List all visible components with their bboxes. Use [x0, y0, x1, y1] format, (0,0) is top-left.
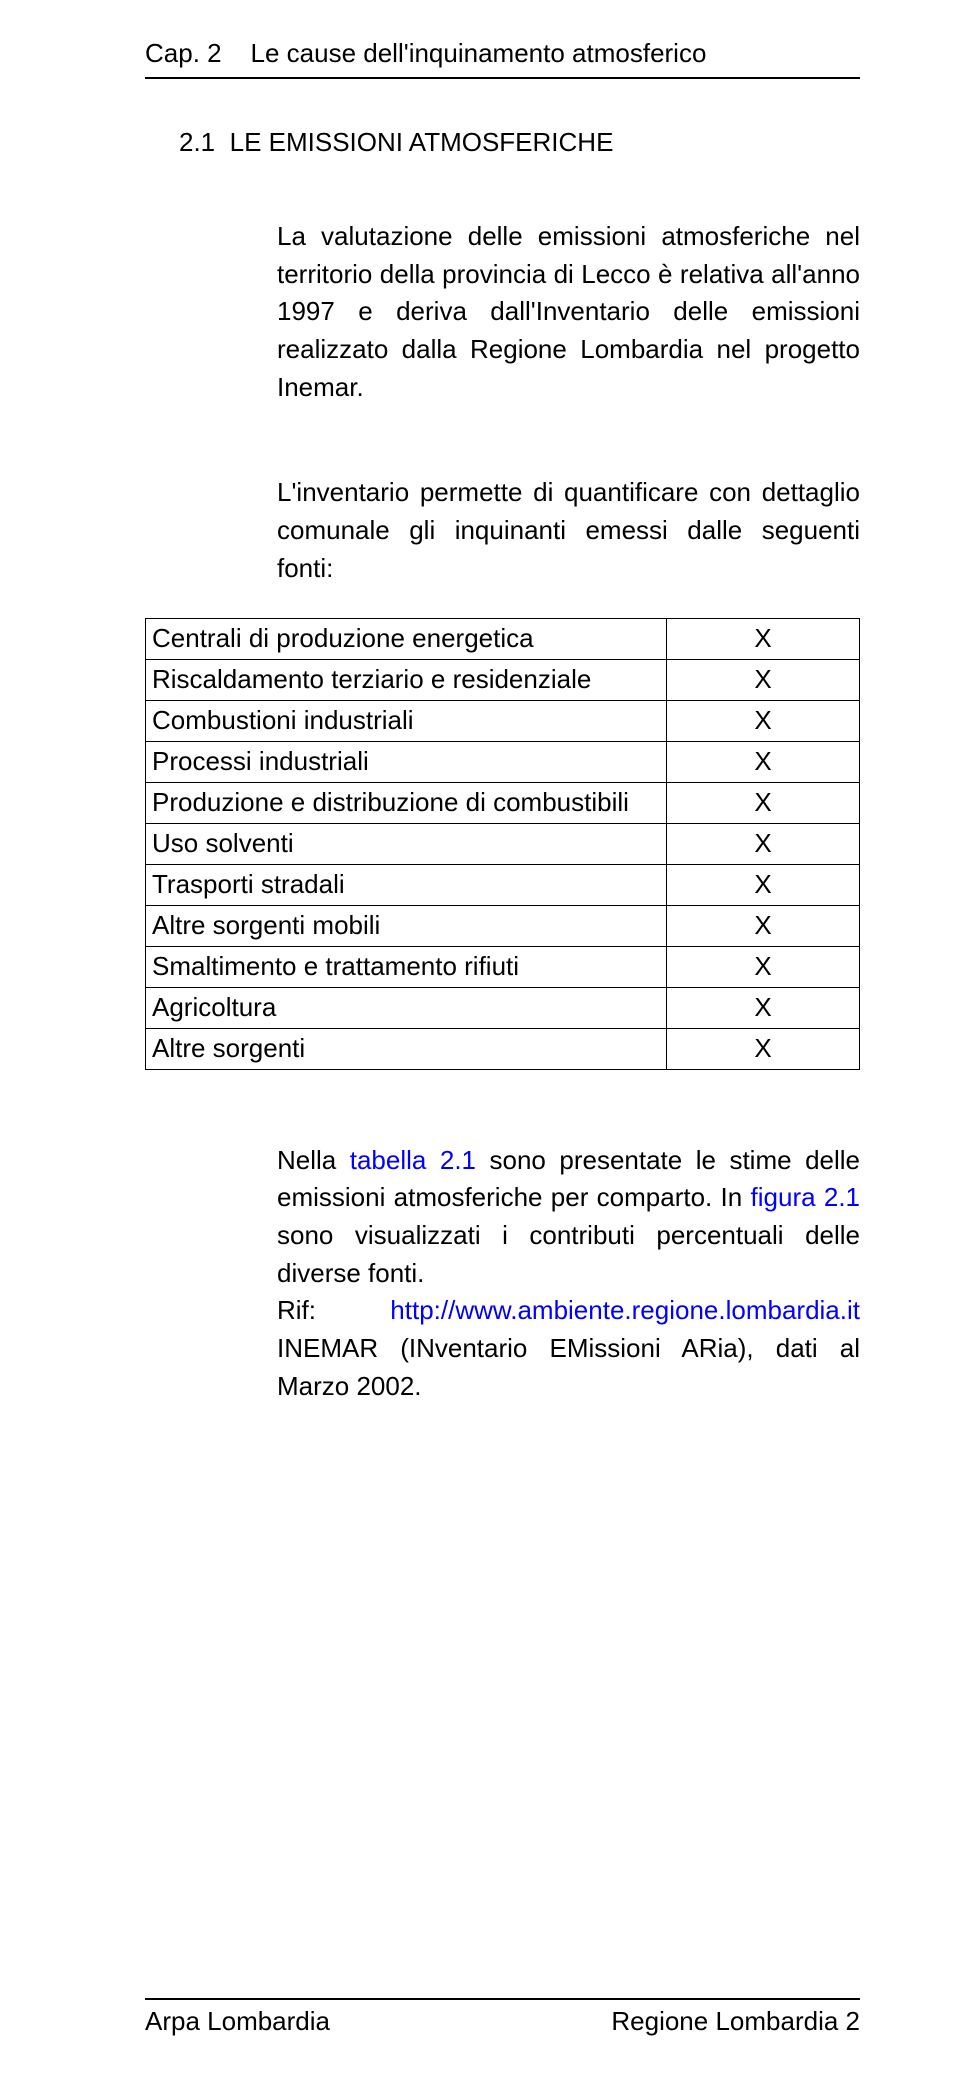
table-cell-mark: X	[667, 946, 860, 987]
section-number: 2.1	[179, 127, 215, 157]
paragraph-2: L'inventario permette di quantificare co…	[277, 474, 860, 587]
table-cell-mark: X	[667, 823, 860, 864]
table-cell-mark: X	[667, 659, 860, 700]
table-cell-mark: X	[667, 987, 860, 1028]
chapter-label: Cap. 2	[145, 38, 222, 68]
table-cell-label: Altre sorgenti mobili	[146, 905, 667, 946]
table-row: Riscaldamento terziario e residenziale X	[146, 659, 860, 700]
p3-text: sono visualizzati i contributi percentua…	[277, 1220, 860, 1288]
table-row: Processi industriali X	[146, 741, 860, 782]
section-header: 2.1 LE EMISSIONI ATMOSFERICHE	[179, 127, 860, 158]
table-row: Produzione e distribuzione di combustibi…	[146, 782, 860, 823]
table-cell-label: Trasporti stradali	[146, 864, 667, 905]
table-cell-label: Uso solventi	[146, 823, 667, 864]
p3-ref-prefix: Rif:	[277, 1295, 390, 1325]
table-ref-link[interactable]: tabella 2.1	[350, 1145, 476, 1175]
table-cell-mark: X	[667, 782, 860, 823]
table-cell-label: Produzione e distribuzione di combustibi…	[146, 782, 667, 823]
table-cell-mark: X	[667, 741, 860, 782]
paragraph-1: La valutazione delle emissioni atmosferi…	[277, 218, 860, 406]
chapter-header: Cap. 2 Le cause dell'inquinamento atmosf…	[145, 38, 860, 69]
table-cell-mark: X	[667, 864, 860, 905]
page: Cap. 2 Le cause dell'inquinamento atmosf…	[0, 0, 960, 2077]
spacer	[145, 1405, 860, 1998]
header-rule	[145, 77, 860, 79]
table-cell-label: Altre sorgenti	[146, 1028, 667, 1069]
table-cell-label: Agricoltura	[146, 987, 667, 1028]
external-url-link[interactable]: http://www.ambiente.regione.lombardia.it	[390, 1295, 860, 1325]
table-cell-mark: X	[667, 905, 860, 946]
footer-right: Regione Lombardia 2	[611, 2006, 860, 2037]
table-row: Smaltimento e trattamento rifiuti X	[146, 946, 860, 987]
footer-rule	[145, 1998, 860, 2000]
p3-text: Nella	[277, 1145, 350, 1175]
table-row: Centrali di produzione energetica X	[146, 618, 860, 659]
footer: Arpa Lombardia Regione Lombardia 2	[145, 2006, 860, 2037]
table-cell-mark: X	[667, 1028, 860, 1069]
table-cell-mark: X	[667, 618, 860, 659]
table-row: Trasporti stradali X	[146, 864, 860, 905]
sources-table: Centrali di produzione energetica X Risc…	[145, 618, 860, 1070]
table-cell-label: Riscaldamento terziario e residenziale	[146, 659, 667, 700]
table-cell-label: Centrali di produzione energetica	[146, 618, 667, 659]
section-title: LE EMISSIONI ATMOSFERICHE	[230, 127, 614, 157]
p3-ref-suffix: INEMAR (INventario EMissioni ARia), dati…	[277, 1333, 860, 1401]
sources-table-body: Centrali di produzione energetica X Risc…	[146, 618, 860, 1069]
table-cell-label: Processi industriali	[146, 741, 667, 782]
table-row: Combustioni industriali X	[146, 700, 860, 741]
table-cell-label: Combustioni industriali	[146, 700, 667, 741]
chapter-title: Le cause dell'inquinamento atmosferico	[251, 38, 707, 68]
table-row: Altre sorgenti mobili X	[146, 905, 860, 946]
footer-left: Arpa Lombardia	[145, 2006, 330, 2037]
table-row: Agricoltura X	[146, 987, 860, 1028]
figure-ref-link[interactable]: figura 2.1	[751, 1182, 860, 1212]
paragraph-3: Nella tabella 2.1 sono presentate le sti…	[277, 1142, 860, 1406]
table-cell-mark: X	[667, 700, 860, 741]
table-row: Altre sorgenti X	[146, 1028, 860, 1069]
table-row: Uso solventi X	[146, 823, 860, 864]
table-cell-label: Smaltimento e trattamento rifiuti	[146, 946, 667, 987]
